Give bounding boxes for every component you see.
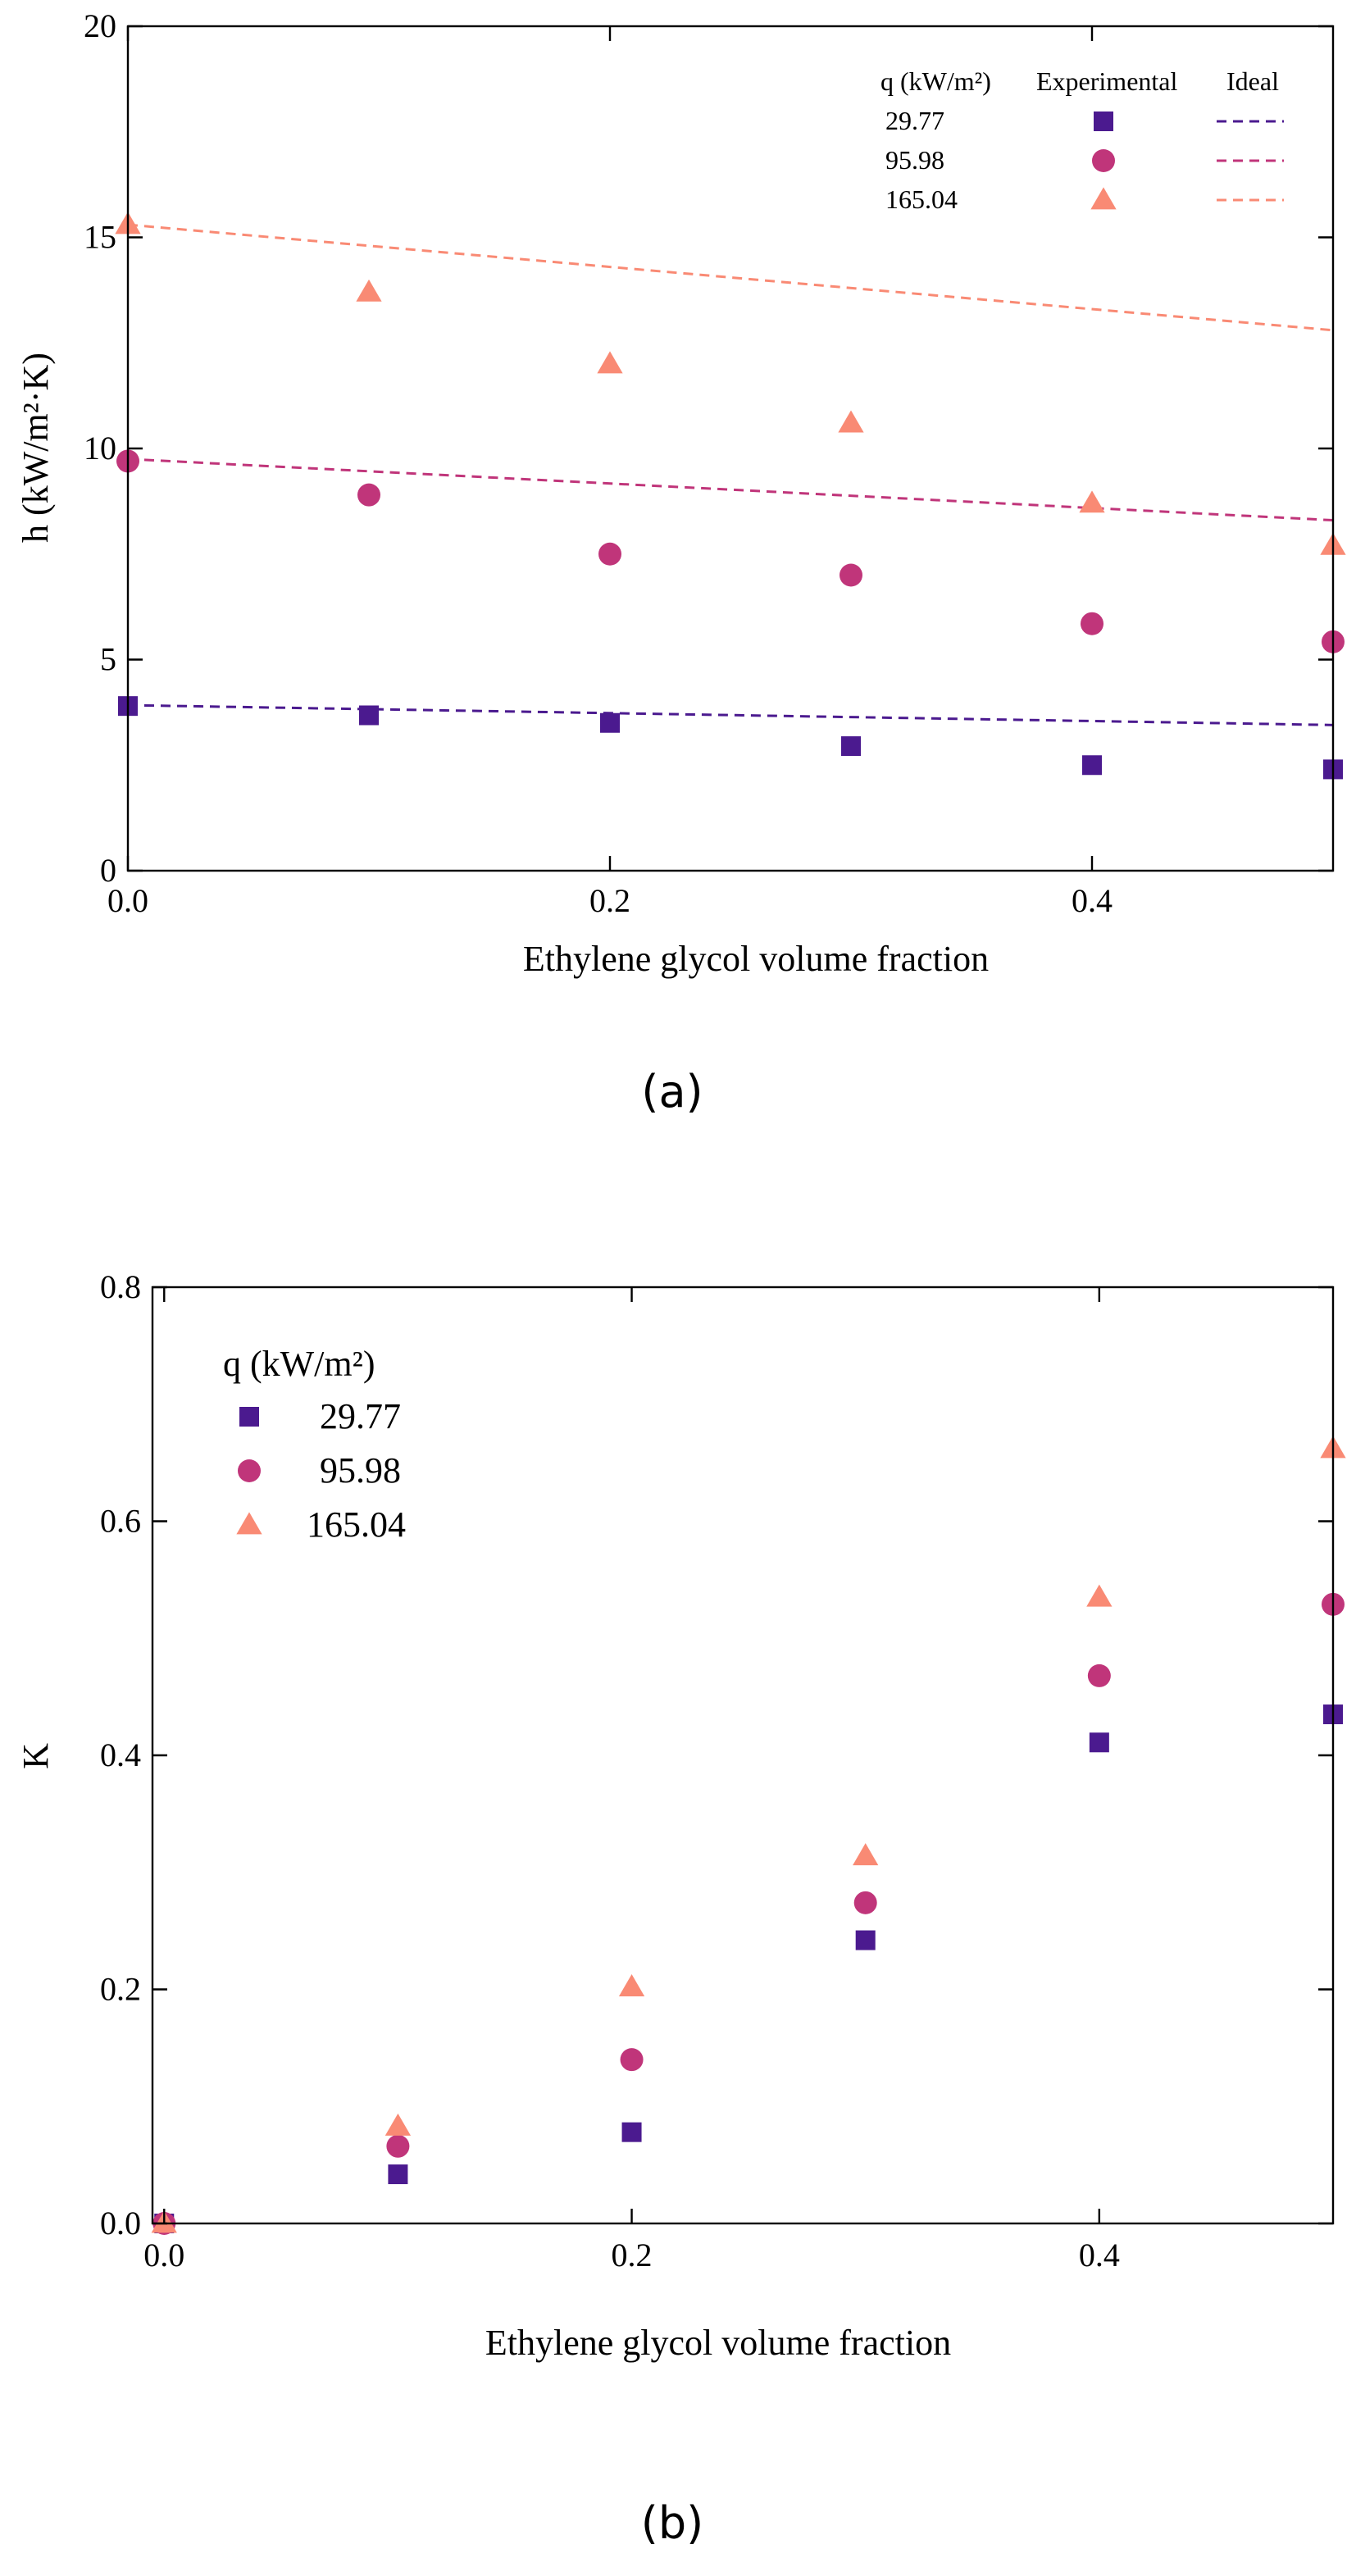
chart-a-marks <box>115 212 1346 780</box>
y-tick-label: 15 <box>84 219 116 256</box>
legend-a-header-ideal: Ideal <box>1226 66 1279 96</box>
x-tick-label: 0.2 <box>612 2237 653 2273</box>
legend-a-marks <box>1090 112 1284 210</box>
data-point-q95 <box>620 2048 644 2072</box>
data-point-q29 <box>600 712 620 733</box>
chart-a-frame <box>126 25 1335 872</box>
data-point-q165 <box>618 1974 645 1996</box>
data-point-q29 <box>1089 1732 1109 1753</box>
legend-b-marker-q95 <box>238 1459 261 1482</box>
chart-a-legend: q (kW/m²) Experimental Ideal 29.77 95.98… <box>880 66 1284 214</box>
chart-panel-a: 0.0 0.2 0.4 0 5 10 15 20 h (kW/m²·K) Ethylene g… <box>16 7 1346 1117</box>
legend-b-header-q: q (kW/m²) <box>223 1344 375 1384</box>
chart-b-ticks: 0.0 0.2 0.4 0.0 0.2 0.4 0.6 0.8 <box>100 1268 1333 2273</box>
chart-b-marks <box>151 1436 1346 2235</box>
x-tick-label: 0.2 <box>589 882 630 919</box>
legend-b-label-q95: 95.98 <box>320 1450 401 1491</box>
legend-b-marks <box>236 1407 262 1535</box>
chart-panel-b: 0.0 0.2 0.4 0.0 0.2 0.4 0.6 0.8 K Ethylene glyc… <box>16 1268 1346 2549</box>
data-point-q165 <box>838 410 864 433</box>
data-point-q95 <box>840 563 862 587</box>
ideal-line-q165 <box>127 223 1334 332</box>
data-point-q29 <box>841 736 861 757</box>
x-tick-label: 0.0 <box>107 882 148 919</box>
chart-b-ylabel: K <box>16 1743 56 1769</box>
chart-a-xlabel: Ethylene glycol volume fraction <box>523 939 989 979</box>
data-point-q95 <box>1081 612 1103 635</box>
x-tick-label: 0.0 <box>143 2237 184 2273</box>
legend-a-label-q165: 165.04 <box>885 184 958 214</box>
chart-a-ylabel: h (kW/m²·K) <box>16 353 56 543</box>
x-tick-label: 0.4 <box>1072 882 1113 919</box>
y-tick-label: 0.0 <box>100 2205 141 2241</box>
legend-b-label-q29: 29.77 <box>320 1396 401 1436</box>
legend-a-marker-q165 <box>1090 187 1117 210</box>
panel-label-a: (a) <box>641 1066 703 1117</box>
legend-a-label-q29: 29.77 <box>885 106 944 135</box>
chart-a-ticks: 0.0 0.2 0.4 0 5 10 15 20 <box>84 7 1333 919</box>
legend-a-header-q: q (kW/m²) <box>880 66 991 96</box>
legend-a-label-q95: 95.98 <box>885 145 944 175</box>
y-tick-label: 20 <box>84 7 116 44</box>
data-point-q29 <box>621 2122 642 2142</box>
y-tick-label: 0 <box>100 852 116 889</box>
legend-b-label-q165: 165.04 <box>307 1504 406 1545</box>
data-point-q95 <box>386 2134 410 2158</box>
legend-b-marker-q29 <box>239 1407 259 1427</box>
data-point-q29 <box>388 2164 408 2185</box>
legend-a-header-experimental: Experimental <box>1036 66 1177 96</box>
ideal-line-q95 <box>127 457 1334 522</box>
y-tick-label: 0.6 <box>100 1503 141 1540</box>
data-point-q95 <box>853 1891 877 1914</box>
y-tick-label: 5 <box>100 641 116 678</box>
panel-label-b: (b) <box>641 2497 703 2549</box>
data-point-q29 <box>855 1930 876 1950</box>
y-tick-label: 0.2 <box>100 1971 141 2008</box>
ideal-line-q29 <box>127 703 1334 726</box>
data-point-q95 <box>598 542 621 566</box>
legend-a-marker-q95 <box>1092 149 1115 172</box>
chart-b-xlabel: Ethylene glycol volume fraction <box>485 2323 951 2363</box>
data-point-q165 <box>1086 1584 1113 1607</box>
data-point-q165 <box>597 351 623 374</box>
legend-a-marker-q29 <box>1094 112 1113 131</box>
y-tick-label: 0.4 <box>100 1736 141 1773</box>
data-point-q165 <box>356 279 382 302</box>
data-point-q95 <box>357 483 380 507</box>
y-tick-label: 10 <box>84 430 116 467</box>
data-point-q165 <box>1079 490 1105 513</box>
data-point-q95 <box>1087 1663 1111 1687</box>
legend-b-marker-q165 <box>236 1512 262 1535</box>
data-point-q165 <box>385 2113 412 2136</box>
data-point-q29 <box>359 705 379 726</box>
chart-b-legend: q (kW/m²) 29.77 95.98 165.04 <box>223 1344 406 1545</box>
data-point-q29 <box>1082 755 1102 776</box>
data-point-q165 <box>853 1843 879 1866</box>
y-tick-label: 0.8 <box>100 1268 141 1305</box>
x-tick-label: 0.4 <box>1079 2237 1120 2273</box>
